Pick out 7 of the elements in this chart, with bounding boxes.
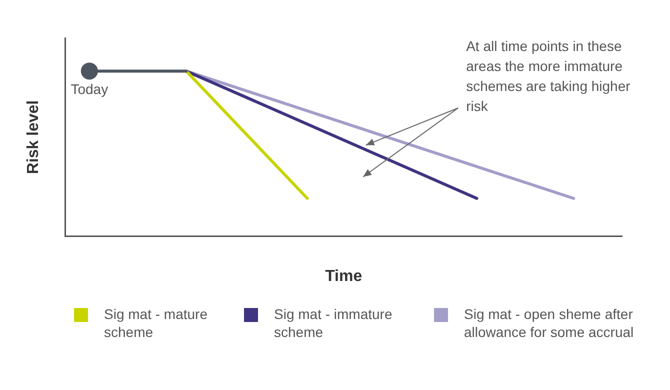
legend-label: Sig mat - mature scheme <box>104 305 208 341</box>
annotation: At all time points in these areas the more immature schemes are taking higher risk <box>466 38 631 114</box>
y-axis-title: Risk level <box>25 100 42 174</box>
legend-label: Sig mat - open sheme after allowance for some accrual <box>464 305 635 341</box>
x-axis-title: Time <box>325 268 362 285</box>
legend-label: Sig mat - immature scheme <box>274 305 394 341</box>
annotation: Today <box>70 80 108 97</box>
